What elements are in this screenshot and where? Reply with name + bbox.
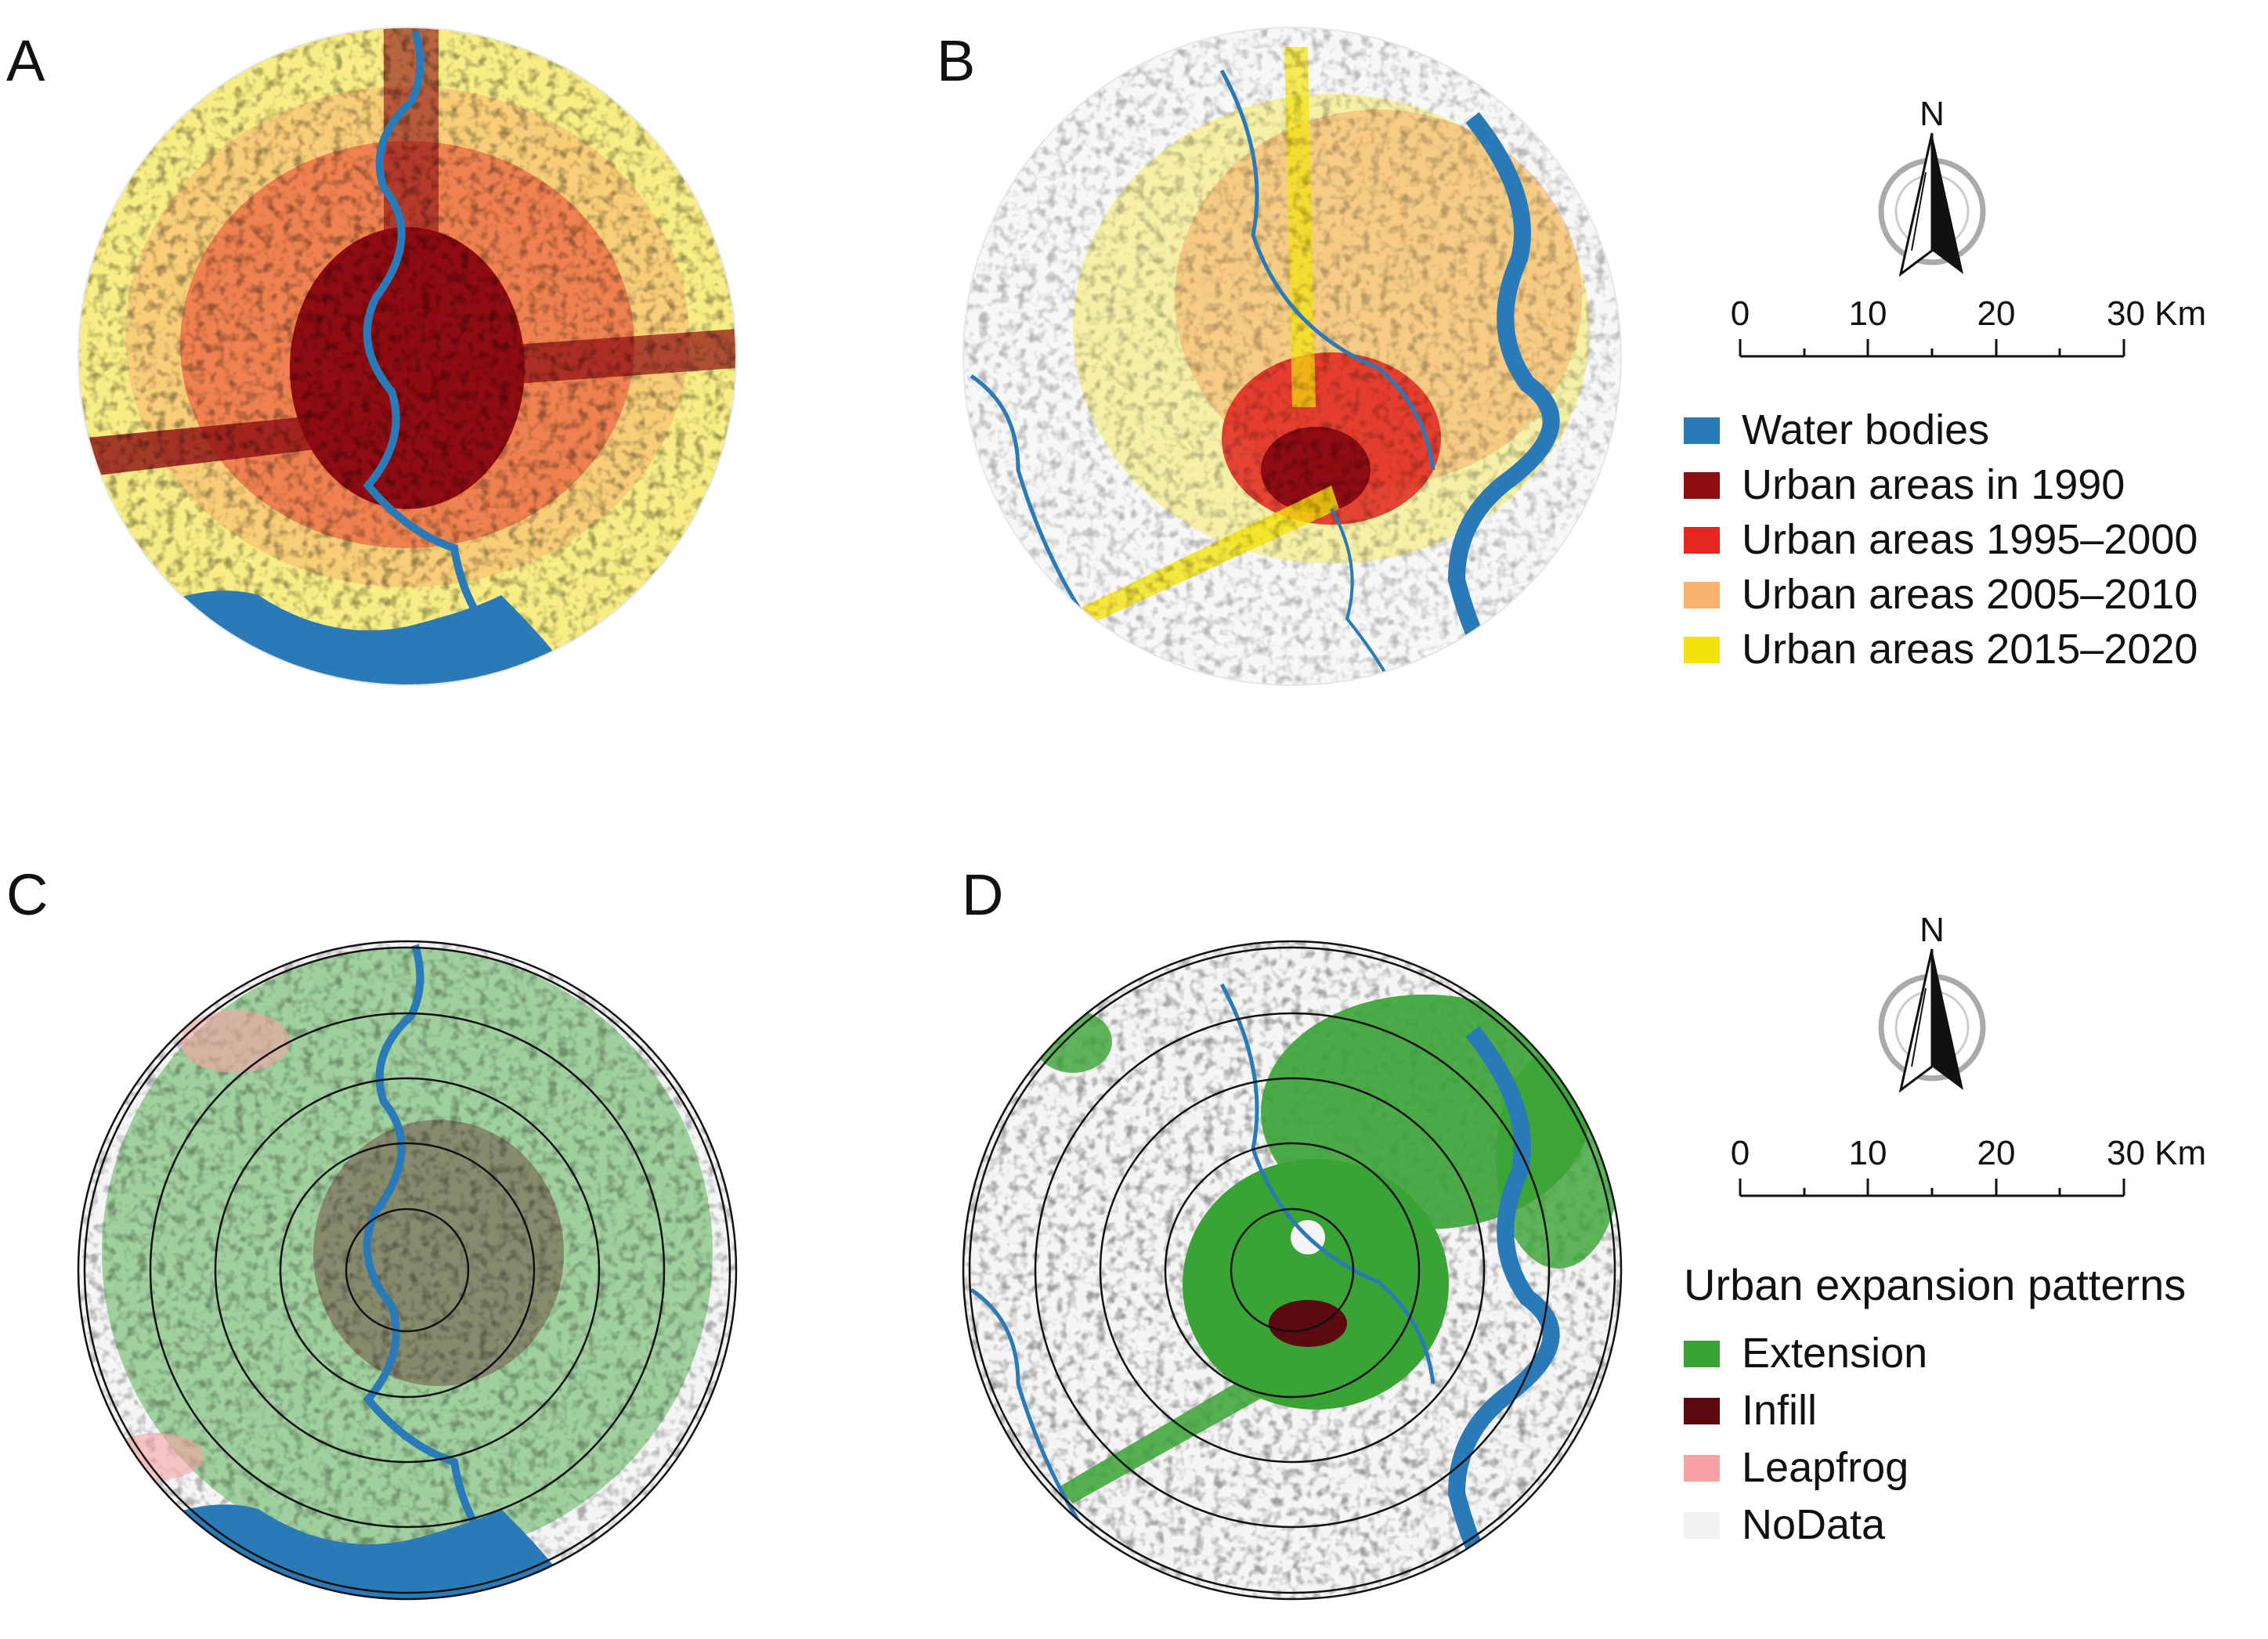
map-d-infill-core xyxy=(1269,1300,1347,1347)
legend-swatch xyxy=(1684,637,1720,663)
panel-letter-a: A xyxy=(6,28,45,93)
legend-item-infill: Infill xyxy=(1684,1387,1817,1434)
panel-letter-c: C xyxy=(6,862,48,927)
legend-urban-areas: Water bodies Urban areas in 1990 Urban a… xyxy=(1684,406,2198,673)
ring-c-3 xyxy=(214,1077,601,1464)
map-c-river xyxy=(363,944,489,1543)
legend-label: NoData xyxy=(1742,1501,1886,1548)
map-c-leapfrog-patch-1 xyxy=(180,1010,290,1073)
legend-swatch xyxy=(1684,1512,1720,1539)
scale-bar-bottom: 0 10 20 30 Km xyxy=(1731,1134,2206,1197)
legend-title: Urban expansion patterns xyxy=(1684,1260,2186,1309)
scale-label-30km: 30 Km xyxy=(2107,1134,2206,1172)
map-d-saigon-river xyxy=(1219,983,1436,1384)
map-a-river xyxy=(363,30,489,629)
legend-item-water: Water bodies xyxy=(1684,406,1989,453)
ring-d-2 xyxy=(1164,1142,1421,1399)
legend-label: Infill xyxy=(1742,1387,1817,1434)
map-c-distance-rings xyxy=(77,940,738,1601)
legend-swatch xyxy=(1684,1341,1720,1367)
legend-label: Urban areas in 1990 xyxy=(1742,461,2125,508)
north-arrow-hatch xyxy=(1911,987,1927,1067)
map-a-speckle xyxy=(78,27,736,685)
legend-label: Urban areas 1995–2000 xyxy=(1742,516,2198,563)
legend-swatch xyxy=(1684,472,1720,499)
ring-d-6 xyxy=(962,940,1623,1601)
legend-item-nodata: NoData xyxy=(1684,1501,1886,1548)
legend-label: Extension xyxy=(1742,1330,1927,1377)
legend-item-extension: Extension xyxy=(1684,1330,1927,1377)
legend-expansion-patterns: Urban expansion patterns Extension Infil… xyxy=(1684,1260,2186,1548)
scale-label-30km: 30 Km xyxy=(2107,294,2206,333)
north-arrow-hatch xyxy=(1911,171,1927,251)
north-arrow-bottom: N xyxy=(1878,911,1986,1093)
scale-label-0: 0 xyxy=(1731,1134,1750,1172)
map-d-extension-sw xyxy=(1057,1331,1339,1504)
map-a-boundary xyxy=(78,27,737,686)
legend-item-leapfrog: Leapfrog xyxy=(1684,1444,1909,1491)
legend-item-urban-1995-2000: Urban areas 1995–2000 xyxy=(1684,516,2198,563)
north-arrow-left-half xyxy=(1898,132,1934,277)
map-c-speckle xyxy=(78,941,736,1599)
ring-c-4 xyxy=(149,1012,666,1529)
legend-label: Water bodies xyxy=(1742,406,1989,453)
legend-item-urban-1990: Urban areas in 1990 xyxy=(1684,461,2125,508)
legend-swatch xyxy=(1684,1398,1720,1424)
map-b-south-channel xyxy=(1330,508,1396,685)
legend-item-urban-2015-2020: Urban areas 2015–2020 xyxy=(1684,626,2198,673)
map-b-speckle xyxy=(963,27,1621,685)
map-b-main-river xyxy=(1447,112,1560,685)
scale-label-20: 20 xyxy=(1977,1134,2016,1172)
north-arrow-right-half xyxy=(1932,133,1963,274)
north-arrow-left-half xyxy=(1898,948,1934,1093)
map-d-main-river xyxy=(1447,1026,1560,1599)
scale-label-0: 0 xyxy=(1731,294,1750,333)
ring-c-2 xyxy=(279,1142,536,1399)
ring-c-1 xyxy=(345,1208,470,1333)
ring-c-6 xyxy=(77,940,738,1601)
scale-bar-top: 0 10 20 30 Km xyxy=(1731,294,2206,358)
legend-swatch xyxy=(1684,1455,1720,1482)
ring-c-5 xyxy=(83,946,731,1594)
scale-label-20: 20 xyxy=(1977,294,2016,333)
legend-label: Urban areas 2005–2010 xyxy=(1742,571,2198,618)
legend-swatch xyxy=(1684,417,1720,444)
north-arrow-label: N xyxy=(1919,911,1945,949)
ring-d-3 xyxy=(1099,1077,1486,1464)
map-panel-a: A xyxy=(6,27,737,686)
panel-letter-b: B xyxy=(937,28,975,93)
map-b-boundary xyxy=(962,27,1622,686)
scale-label-10: 10 xyxy=(1849,1134,1887,1172)
ring-d-1 xyxy=(1230,1208,1355,1333)
legend-item-urban-2005-2010: Urban areas 2005–2010 xyxy=(1684,571,2198,618)
map-panel-b: B xyxy=(937,27,1622,686)
legend-label: Leapfrog xyxy=(1742,1444,1909,1491)
map-panel-d: D xyxy=(962,862,1623,1601)
scale-label-10: 10 xyxy=(1849,294,1887,333)
ring-d-4 xyxy=(1034,1012,1551,1529)
map-d-distance-rings xyxy=(962,940,1623,1601)
map-b-saigon-river xyxy=(1219,69,1436,471)
ring-d-5 xyxy=(968,946,1616,1594)
legend-label: Urban areas 2015–2020 xyxy=(1742,626,2198,673)
north-arrow-right-half xyxy=(1932,949,1963,1090)
legend-swatch xyxy=(1684,582,1720,608)
map-panel-c: C xyxy=(6,862,738,1601)
north-arrow-top: N xyxy=(1878,95,1986,277)
panel-letter-d: D xyxy=(962,862,1003,927)
north-arrow-label: N xyxy=(1919,95,1945,133)
legend-swatch xyxy=(1684,527,1720,554)
